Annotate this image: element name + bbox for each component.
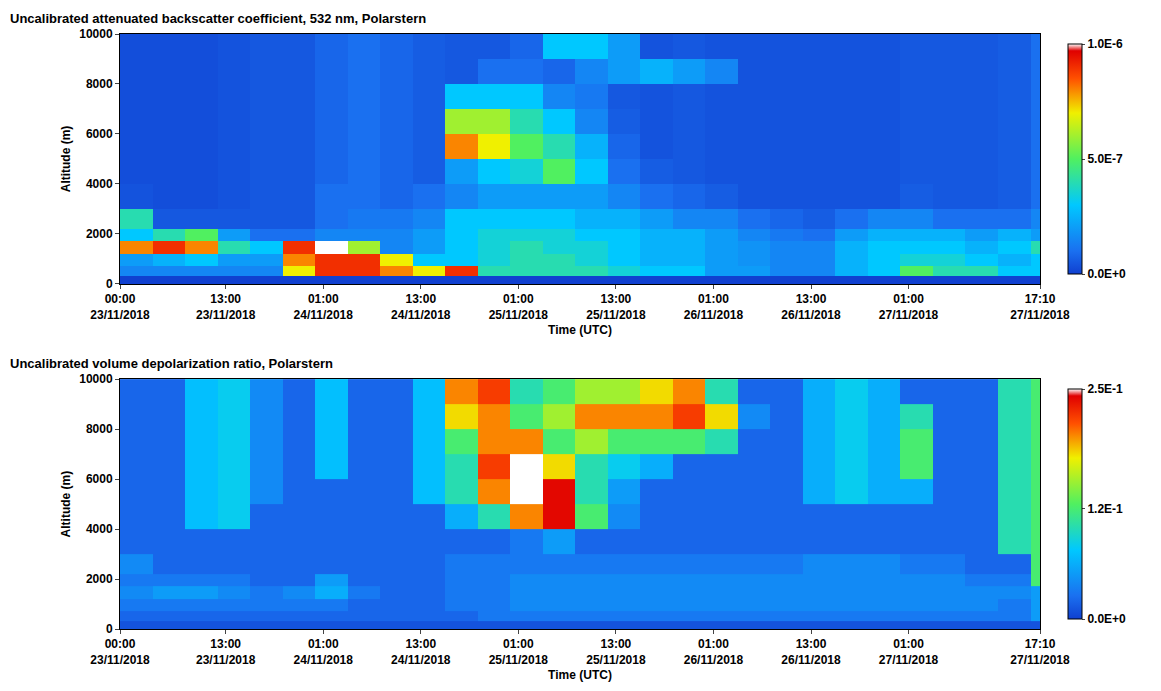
svg-text:Altitude (m): Altitude (m) xyxy=(59,471,73,538)
svg-text:Altitude (m): Altitude (m) xyxy=(59,126,73,193)
svg-text:8000: 8000 xyxy=(86,422,113,436)
svg-text:4000: 4000 xyxy=(86,177,113,191)
svg-text:10000: 10000 xyxy=(79,372,113,386)
svg-text:01:0026/11/2018: 01:0026/11/2018 xyxy=(684,637,744,667)
svg-text:01:0025/11/2018: 01:0025/11/2018 xyxy=(489,637,549,667)
svg-text:13:0024/11/2018: 13:0024/11/2018 xyxy=(391,292,451,322)
svg-text:1.0E-6: 1.0E-6 xyxy=(1087,37,1123,51)
svg-text:Uncalibrated attenuated backsc: Uncalibrated attenuated backscatter coef… xyxy=(10,11,426,26)
svg-text:13:0023/11/2018: 13:0023/11/2018 xyxy=(196,637,256,667)
svg-text:6000: 6000 xyxy=(86,472,113,486)
svg-text:00:0023/11/2018: 00:0023/11/2018 xyxy=(90,637,150,667)
svg-text:6000: 6000 xyxy=(86,127,113,141)
svg-text:17:1027/11/2018: 17:1027/11/2018 xyxy=(1010,292,1070,322)
svg-text:2000: 2000 xyxy=(86,572,113,586)
svg-text:Uncalibrated volume depolariza: Uncalibrated volume depolarization ratio… xyxy=(10,356,333,371)
svg-text:01:0026/11/2018: 01:0026/11/2018 xyxy=(684,292,744,322)
svg-text:2.5E-1: 2.5E-1 xyxy=(1087,382,1123,396)
svg-text:0.0E+0: 0.0E+0 xyxy=(1087,612,1126,626)
svg-text:01:0024/11/2018: 01:0024/11/2018 xyxy=(294,292,354,322)
svg-text:2000: 2000 xyxy=(86,227,113,241)
svg-text:4000: 4000 xyxy=(86,522,113,536)
svg-text:01:0027/11/2018: 01:0027/11/2018 xyxy=(879,637,939,667)
svg-text:01:0025/11/2018: 01:0025/11/2018 xyxy=(489,292,549,322)
svg-text:01:0027/11/2018: 01:0027/11/2018 xyxy=(879,292,939,322)
svg-text:1.2E-1: 1.2E-1 xyxy=(1087,502,1123,516)
svg-text:13:0024/11/2018: 13:0024/11/2018 xyxy=(391,637,451,667)
svg-text:0: 0 xyxy=(106,622,113,636)
svg-text:17:1027/11/2018: 17:1027/11/2018 xyxy=(1010,637,1070,667)
svg-text:0.0E+0: 0.0E+0 xyxy=(1087,267,1126,281)
svg-text:13:0023/11/2018: 13:0023/11/2018 xyxy=(196,292,256,322)
svg-text:Time (UTC): Time (UTC) xyxy=(548,668,612,682)
svg-text:00:0023/11/2018: 00:0023/11/2018 xyxy=(90,292,150,322)
svg-text:01:0024/11/2018: 01:0024/11/2018 xyxy=(294,637,354,667)
svg-text:5.0E-7: 5.0E-7 xyxy=(1087,152,1123,166)
svg-text:Time (UTC): Time (UTC) xyxy=(548,323,612,337)
svg-text:13:0025/11/2018: 13:0025/11/2018 xyxy=(586,637,646,667)
svg-text:10000: 10000 xyxy=(79,27,113,41)
svg-text:13:0025/11/2018: 13:0025/11/2018 xyxy=(586,292,646,322)
svg-text:8000: 8000 xyxy=(86,77,113,91)
svg-text:13:0026/11/2018: 13:0026/11/2018 xyxy=(781,637,841,667)
svg-text:13:0026/11/2018: 13:0026/11/2018 xyxy=(781,292,841,322)
svg-text:0: 0 xyxy=(106,277,113,291)
